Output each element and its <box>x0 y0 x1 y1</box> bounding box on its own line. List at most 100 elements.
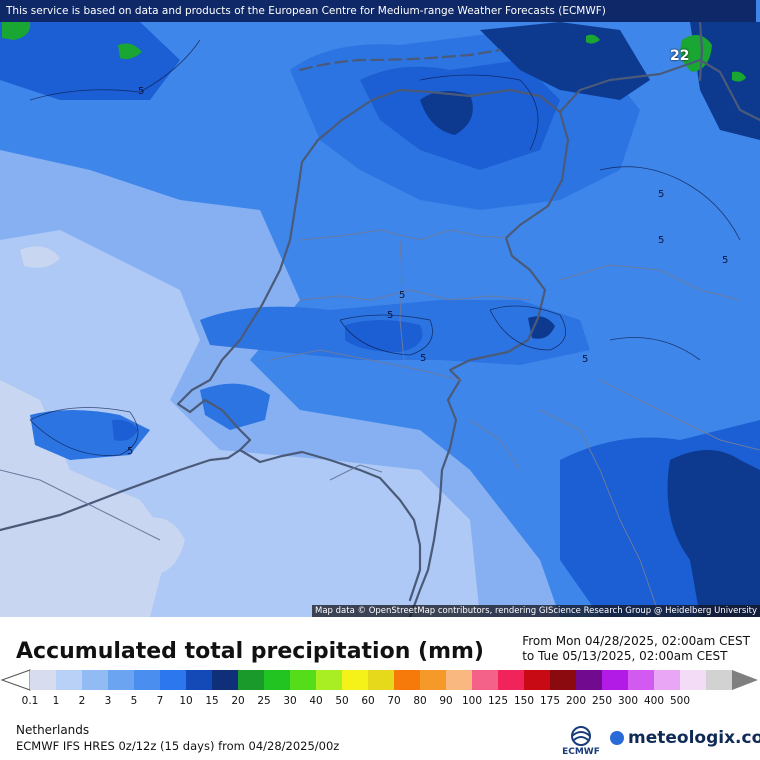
contour-label: 5 <box>658 235 665 246</box>
color-bin <box>602 670 629 690</box>
color-bin <box>316 670 343 690</box>
color-bin <box>394 670 421 690</box>
field-green-2 <box>2 22 31 40</box>
scale-tick-label: 400 <box>643 695 665 707</box>
field-dark-central-2 <box>528 316 555 339</box>
field-green-4 <box>732 71 746 82</box>
province-borders <box>0 229 760 617</box>
meteologix-brand[interactable]: meteologix.com <box>610 728 760 748</box>
color-bin <box>654 670 681 690</box>
color-bin <box>498 670 525 690</box>
field-dark-north <box>420 91 473 135</box>
color-bin <box>290 670 317 690</box>
color-bin <box>238 670 265 690</box>
ecmwf-logo: ECMWF <box>556 723 606 757</box>
contour-label: 5 <box>127 446 134 457</box>
color-bin <box>524 670 551 690</box>
color-bin <box>420 670 447 690</box>
color-bin <box>212 670 239 690</box>
color-scale-bar <box>0 669 758 691</box>
color-bin <box>446 670 473 690</box>
scale-tick-label: 150 <box>513 695 535 707</box>
scale-tick-label: 40 <box>309 695 323 707</box>
color-bin <box>134 670 161 690</box>
color-bin <box>628 670 655 690</box>
contour-label: 5 <box>658 189 665 200</box>
field-green-5 <box>586 34 600 44</box>
scale-arrow-right <box>732 670 758 690</box>
meteologix-logo-icon <box>610 731 624 745</box>
color-bin <box>160 670 187 690</box>
period-from: From Mon 04/28/2025, 02:00am CEST <box>522 634 750 648</box>
color-bin <box>56 670 83 690</box>
ecmwf-logo-text: ECMWF <box>562 747 600 757</box>
scale-tick-label: 10 <box>179 695 193 707</box>
color-bin <box>264 670 291 690</box>
period-to: to Tue 05/13/2025, 02:00am CEST <box>522 649 728 663</box>
color-scale-ticks: 0.1 1 2 3 5 7 10 15 20 25 30 40 50 60 70 80 90 100 125 150 1… <box>0 695 760 711</box>
scale-tick-label: 25 <box>257 695 271 707</box>
scale-tick-label: 300 <box>617 695 639 707</box>
color-bin <box>82 670 109 690</box>
scale-tick-label: 125 <box>487 695 509 707</box>
contour-label: 5 <box>399 290 406 301</box>
color-bin <box>342 670 369 690</box>
scale-tick-label: 175 <box>539 695 561 707</box>
field-dark-west-coast <box>112 419 138 441</box>
scale-tick-label: 200 <box>565 695 587 707</box>
contour-label: 5 <box>420 353 427 364</box>
scale-tick-label: 80 <box>413 695 427 707</box>
color-bin <box>472 670 499 690</box>
scale-tick-label: 30 <box>283 695 297 707</box>
contour-label: 5 <box>582 354 589 365</box>
region-name: Netherlands <box>16 723 90 737</box>
contour-label: 5 <box>138 86 145 97</box>
color-bin <box>576 670 603 690</box>
field-pale-patch-1 <box>20 246 60 268</box>
scale-tick-label: 2 <box>78 695 86 707</box>
color-bin <box>108 670 135 690</box>
color-bin <box>186 670 213 690</box>
brand-text: meteologix.com <box>628 728 760 748</box>
legend-panel: Accumulated total precipitation (mm) Fro… <box>0 617 760 760</box>
scale-tick-label: 5 <box>130 695 138 707</box>
scale-tick-label: 20 <box>231 695 245 707</box>
scale-tick-label: 1 <box>52 695 60 707</box>
max-value-label: 22 <box>670 48 690 64</box>
scale-tick-label: 90 <box>439 695 453 707</box>
scale-tick-label: 250 <box>591 695 613 707</box>
map-attribution[interactable]: Map data © OpenStreetMap contributors, r… <box>312 605 760 617</box>
color-bin <box>706 670 733 690</box>
legend-title: Accumulated total precipitation (mm) <box>16 639 484 664</box>
field-deep-topleft <box>0 22 180 100</box>
color-bin <box>368 670 395 690</box>
color-bin <box>550 670 577 690</box>
scale-tick-label: 60 <box>361 695 375 707</box>
scale-tick-label: 0.1 <box>21 695 39 707</box>
scale-tick-label: 3 <box>104 695 112 707</box>
contour-label: 5 <box>722 255 729 266</box>
field-deep-zeeland <box>200 383 270 430</box>
scale-tick-label: 70 <box>387 695 401 707</box>
coastline <box>0 20 760 617</box>
field-green-1 <box>118 43 142 60</box>
forecast-period: From Mon 04/28/2025, 02:00am CEST to Tue… <box>522 634 750 664</box>
scale-arrow-left <box>0 669 31 691</box>
field-dark-central-1 <box>345 320 423 352</box>
scale-tick-label: 100 <box>461 695 483 707</box>
ecmwf-logo-icon <box>571 726 591 746</box>
data-source-notice: This service is based on data and produc… <box>0 0 756 22</box>
field-pale-patch-2 <box>140 517 185 576</box>
scale-tick-label: 7 <box>156 695 164 707</box>
scale-tick-label: 15 <box>205 695 219 707</box>
color-bin <box>680 670 707 690</box>
precipitation-map[interactable]: This service is based on data and produc… <box>0 0 760 617</box>
contour-lines <box>29 39 741 456</box>
scale-tick-label: 500 <box>669 695 691 707</box>
field-dark-southeast <box>667 450 760 617</box>
map-field <box>0 20 760 617</box>
color-bin <box>30 670 57 690</box>
model-info: ECMWF IFS HRES 0z/12z (15 days) from 04/… <box>16 739 340 753</box>
contour-label: 5 <box>387 310 394 321</box>
scale-tick-label: 50 <box>335 695 349 707</box>
